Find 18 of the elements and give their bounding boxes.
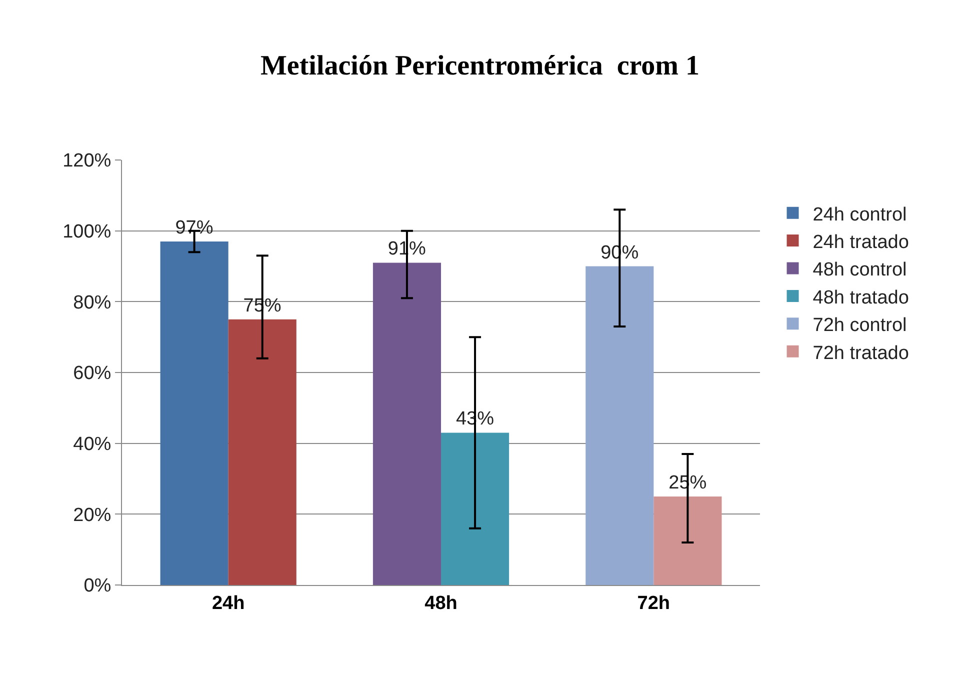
legend-label: 24h control bbox=[812, 204, 907, 226]
x-tick-label: 48h bbox=[424, 592, 458, 614]
legend-label: 72h control bbox=[812, 315, 907, 336]
legend-label: 48h tratado bbox=[812, 287, 909, 308]
legend-label: 24h tratado bbox=[812, 232, 909, 253]
y-tick-label: 80% bbox=[73, 292, 112, 314]
x-tick-label: 24h bbox=[212, 592, 245, 614]
y-tick-label: 60% bbox=[73, 363, 112, 384]
data-label: 97% bbox=[175, 217, 214, 238]
y-tick-label: 100% bbox=[62, 221, 112, 242]
legend-label: 72h tratado bbox=[812, 342, 909, 364]
x-tick-label: 72h bbox=[637, 592, 670, 614]
y-tick-label: 40% bbox=[73, 434, 112, 455]
y-tick-label: 120% bbox=[62, 150, 112, 172]
y-tick-label: 20% bbox=[73, 504, 112, 526]
y-tick-label: 0% bbox=[84, 576, 112, 597]
chart-title: Metilación Pericentromérica crom 1 bbox=[260, 50, 700, 82]
legend-label: 48h control bbox=[812, 260, 907, 281]
